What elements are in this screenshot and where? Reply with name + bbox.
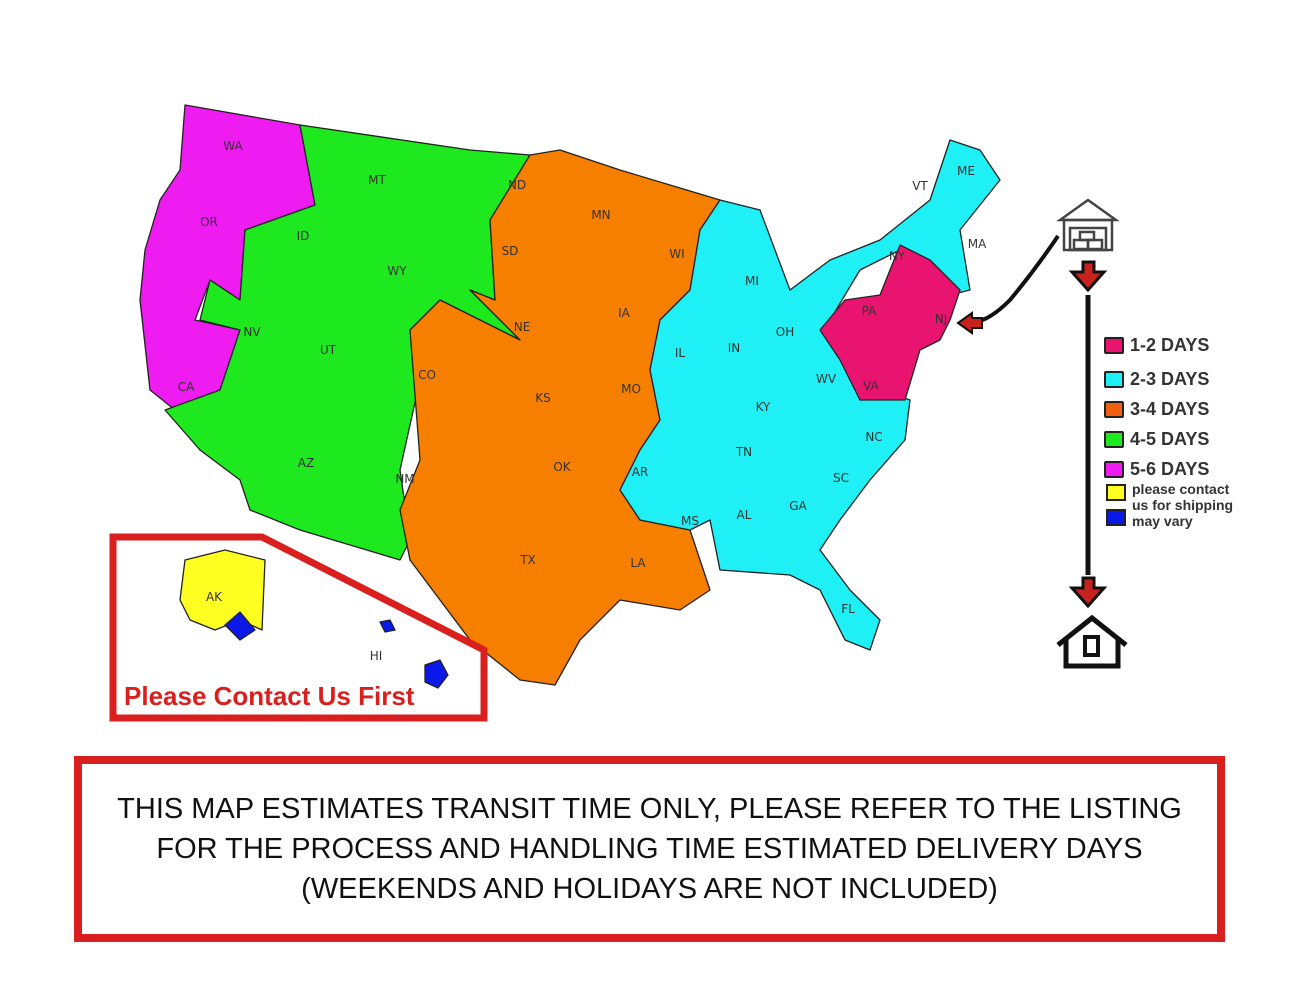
disclaimer-text: THIS MAP ESTIMATES TRANSIT TIME ONLY, PL…: [117, 793, 1182, 905]
hawaii-islands: [379, 619, 396, 633]
state-label-va: VA: [863, 379, 879, 393]
state-label-ga: GA: [789, 499, 807, 513]
state-label-az: AZ: [298, 456, 314, 470]
legend-item: 4-5 DAYS: [1104, 424, 1209, 454]
state-label-wi: WI: [669, 247, 684, 261]
state-label-vt: VT: [912, 179, 928, 193]
state-label-ne: NE: [514, 320, 531, 334]
state-label-in: IN: [728, 341, 741, 355]
legend-label: 3-4 DAYS: [1130, 398, 1210, 419]
legend-label: 2-3 DAYS: [1130, 368, 1210, 389]
route-curve: [974, 234, 1060, 324]
state-label-il: IL: [675, 346, 686, 360]
zone-2-3-days: [619, 139, 1001, 651]
legend-item: 3-4 DAYS: [1104, 394, 1209, 424]
state-label-sd: SD: [502, 244, 519, 258]
arrow-to-nj-icon: [956, 311, 983, 335]
state-label-hi: HI: [370, 649, 383, 663]
legend-item: 2-3 DAYS: [1104, 364, 1209, 394]
alaska-blue: [224, 611, 256, 641]
state-label-nd: ND: [508, 178, 526, 192]
legend-note-line: please contact: [1132, 481, 1230, 497]
state-label-wa: WA: [223, 139, 243, 153]
state-label-fl: FL: [841, 602, 855, 616]
legend-note-line: may vary: [1132, 513, 1193, 529]
state-label-nc: NC: [865, 430, 882, 444]
legend-swatch: [1104, 336, 1124, 354]
state-label-ky: KY: [756, 400, 771, 414]
state-label-ma: MA: [968, 237, 987, 251]
legend-item: 5-6 DAYS: [1104, 454, 1209, 484]
legend-swatch: [1104, 460, 1124, 478]
legend-note: please contact us for shipping may vary: [1132, 481, 1233, 529]
disclaimer-box: THIS MAP ESTIMATES TRANSIT TIME ONLY, PL…: [74, 756, 1225, 942]
legend-swatch-yellow: [1106, 484, 1126, 501]
legend-swatch-blue: [1106, 509, 1126, 526]
state-label-ca: CA: [178, 380, 195, 394]
state-label-ny: NY: [889, 249, 906, 263]
state-label-nv: NV: [243, 325, 261, 339]
state-label-or: OR: [200, 215, 218, 229]
state-label-ok: OK: [553, 460, 571, 474]
state-label-oh: OH: [776, 325, 794, 339]
alaska: [179, 549, 266, 631]
state-label-me: ME: [957, 164, 975, 178]
state-label-wy: WY: [387, 264, 407, 278]
state-label-ia: IA: [618, 306, 631, 320]
legend-swatch: [1104, 370, 1124, 388]
state-label-ar: AR: [632, 465, 649, 479]
state-label-mi: MI: [745, 274, 759, 288]
state-label-nm: NM: [395, 472, 414, 486]
state-label-mt: MT: [368, 173, 386, 187]
legend-label: 4-5 DAYS: [1130, 428, 1210, 449]
state-label-la: LA: [630, 556, 646, 570]
legend-label: 5-6 DAYS: [1130, 458, 1210, 479]
legend-swatch: [1104, 430, 1124, 448]
state-label-pa: PA: [862, 304, 877, 318]
state-label-tx: TX: [519, 553, 536, 567]
zone-1-2-days: [819, 244, 961, 401]
state-label-nj: NJ: [935, 312, 948, 326]
state-label-ut: UT: [320, 343, 337, 357]
arrow-down-icon: [1068, 260, 1108, 293]
state-label-ak: AK: [206, 590, 223, 604]
state-label-mn: MN: [591, 208, 610, 222]
warehouse-icon: [1056, 198, 1120, 252]
inset-title: Please Contact Us First: [124, 681, 415, 711]
inset-border: [109, 533, 488, 722]
state-label-mo: MO: [621, 382, 641, 396]
state-label-ks: KS: [535, 391, 551, 405]
hawaii: [424, 659, 449, 689]
state-label-al: AL: [737, 508, 752, 522]
legend-item: 1-2 DAYS: [1104, 330, 1209, 360]
state-label-tn: TN: [735, 445, 752, 459]
legend-label: 1-2 DAYS: [1130, 334, 1210, 355]
legend-note-line: us for shipping: [1132, 497, 1234, 513]
arrow-down-icon: [1068, 576, 1108, 609]
state-label-co: CO: [418, 368, 436, 382]
state-label-wv: WV: [816, 372, 837, 386]
legend: 1-2 DAYS 2-3 DAYS 3-4 DAYS 4-5 DAYS 5-6 …: [1104, 330, 1209, 484]
house-icon: [1056, 614, 1128, 669]
legend-swatch: [1104, 400, 1124, 418]
state-label-ms: MS: [681, 514, 699, 528]
state-label-sc: SC: [833, 471, 849, 485]
state-label-id: ID: [297, 229, 310, 243]
